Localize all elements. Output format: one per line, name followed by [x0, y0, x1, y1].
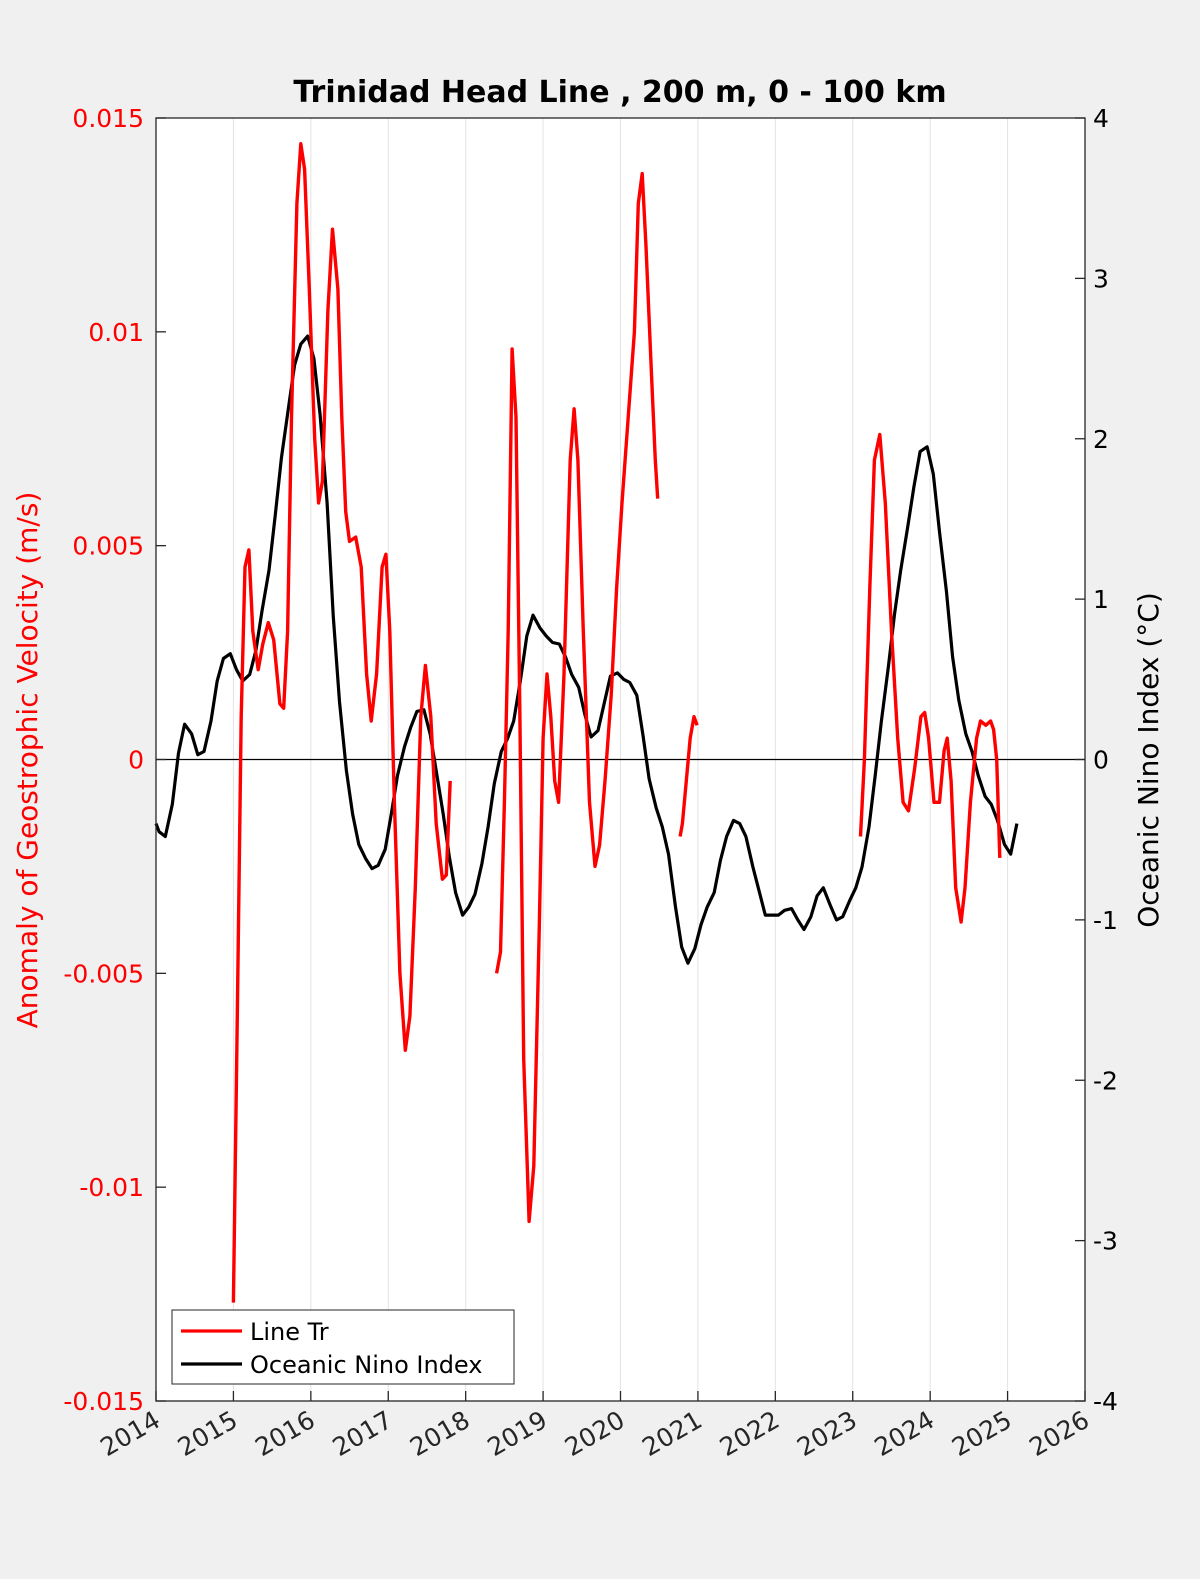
x-tick-label: 2019	[482, 1405, 552, 1462]
left-tick-label: 0.015	[72, 104, 144, 133]
left-tick-label: 0.01	[88, 318, 144, 347]
left-axis: -0.015 -0.01 -0.005 0 0.005 0.01 0.015	[63, 104, 166, 1416]
legend-label-oni: Oceanic Nino Index	[250, 1351, 482, 1379]
left-tick-label: -0.015	[63, 1387, 144, 1416]
right-tick-label: 1	[1093, 585, 1109, 614]
legend: Line Tr Oceanic Nino Index	[171, 1309, 515, 1385]
right-tick-label: 3	[1093, 264, 1109, 293]
series-line-line-tr-segment-4	[858, 432, 1002, 924]
left-tick-label: -0.005	[63, 959, 144, 988]
series-line-line-tr-segment-2	[494, 171, 660, 1224]
series-line-line-tr-segment-3	[678, 715, 699, 837]
series-line-line-tr-segment-1	[231, 142, 452, 1303]
x-tick-label: 2020	[560, 1405, 630, 1462]
legend-label-line-tr: Line Tr	[250, 1318, 329, 1346]
x-tick-label: 2022	[715, 1405, 785, 1462]
right-axis-label: Oceanic Nino Index (°C)	[1132, 592, 1165, 928]
series-group	[154, 142, 1019, 1303]
right-tick-label: -1	[1093, 906, 1118, 935]
x-axis: 2014 2015 2016 2017 2018 2019 2020 2021 2022 2023…	[95, 1391, 1094, 1462]
x-tick-label: 2023	[792, 1405, 862, 1462]
x-tick-label: 2017	[328, 1405, 398, 1462]
x-tick-label: 2015	[173, 1405, 243, 1462]
x-tick-label: 2016	[250, 1405, 320, 1462]
chart-title: Trinidad Head Line , 200 m, 0 - 100 km	[293, 75, 946, 110]
legend-box	[171, 1309, 515, 1385]
x-tick-label: 2021	[637, 1405, 707, 1462]
right-tick-label: 2	[1093, 425, 1109, 454]
right-tick-label: 0	[1093, 746, 1109, 775]
x-tick-label: 2025	[947, 1405, 1017, 1462]
right-tick-label: -4	[1093, 1387, 1118, 1416]
left-axis-label: Anomaly of Geostrophic Velocity (m/s)	[11, 492, 44, 1029]
left-tick-label: 0	[128, 746, 144, 775]
right-tick-label: -3	[1093, 1227, 1118, 1256]
left-tick-label: 0.005	[72, 532, 144, 561]
x-tick-label: 2026	[1024, 1405, 1094, 1462]
left-tick-label: -0.01	[79, 1173, 144, 1202]
x-tick-label: 2018	[405, 1405, 475, 1462]
x-tick-label: 2024	[870, 1405, 940, 1462]
right-axis: -4 -3 -2 -1 0 1 2 3 4	[1075, 104, 1118, 1416]
right-tick-label: 4	[1093, 104, 1109, 133]
right-tick-label: -2	[1093, 1066, 1118, 1095]
